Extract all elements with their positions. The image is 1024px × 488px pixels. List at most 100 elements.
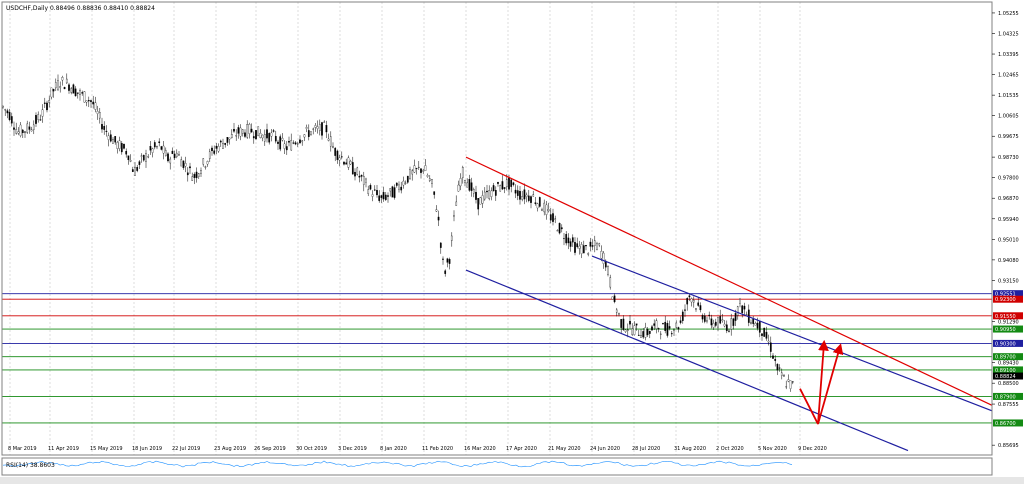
candle-body xyxy=(134,167,136,176)
candle-body xyxy=(173,153,176,159)
red-channel-line xyxy=(465,156,993,406)
candle-body xyxy=(48,100,51,103)
candle-body xyxy=(28,126,31,130)
candle-body xyxy=(442,258,444,260)
x-tick-label: 5 Nov 2020 xyxy=(758,446,787,452)
candle-body xyxy=(112,139,114,144)
candle-body xyxy=(547,209,550,212)
candle-body xyxy=(178,154,180,156)
candle-body xyxy=(167,153,169,162)
y-tick-label: 0.96870 xyxy=(998,196,1019,202)
candle-body xyxy=(589,241,592,247)
price-level-label: 0.89700 xyxy=(995,355,1016,361)
candle-body xyxy=(79,90,81,95)
candle-body xyxy=(83,91,86,103)
candle-body xyxy=(536,203,539,209)
candle-body xyxy=(158,141,161,144)
price-level-tag xyxy=(993,372,1023,380)
candle-body xyxy=(582,245,585,254)
candle-body xyxy=(754,322,757,326)
blue-channel-line xyxy=(591,255,993,412)
candle-body xyxy=(237,127,240,134)
candle-body xyxy=(587,252,590,255)
candle-body xyxy=(417,166,420,168)
candle-body xyxy=(741,305,744,314)
candle-body xyxy=(208,151,211,159)
candle-body xyxy=(783,375,785,377)
candle-body xyxy=(230,134,233,139)
tab-bar[interactable] xyxy=(0,477,1024,484)
candle-body xyxy=(508,177,510,190)
candle-body xyxy=(750,322,752,324)
candle-body xyxy=(389,188,392,192)
candle-body xyxy=(323,121,326,123)
candle-body xyxy=(105,130,108,132)
candle-body xyxy=(244,132,246,137)
candle-body xyxy=(453,215,455,217)
candle-body xyxy=(688,295,691,298)
candle-body xyxy=(224,142,227,145)
candle-body xyxy=(398,184,400,190)
candle-body xyxy=(382,192,385,200)
candle-body xyxy=(470,182,473,191)
blue-channel-line xyxy=(465,269,909,452)
candle-body xyxy=(433,191,436,195)
candle-body xyxy=(499,185,502,192)
candle-body xyxy=(116,142,119,149)
x-tick-label: 24 Jun 2020 xyxy=(590,446,620,452)
candle-body xyxy=(46,102,48,111)
candle-body xyxy=(68,84,70,91)
candle-body xyxy=(657,328,660,330)
candle-body xyxy=(761,333,763,336)
candle-body xyxy=(356,167,359,175)
candle-body xyxy=(6,110,9,114)
candle-body xyxy=(211,147,213,152)
candle-body xyxy=(257,126,260,137)
candle-body xyxy=(758,320,761,333)
candle-body xyxy=(615,309,618,313)
candle-body xyxy=(448,259,451,264)
candle-body xyxy=(365,178,367,183)
candle-body xyxy=(255,130,257,140)
candle-body xyxy=(65,78,68,84)
candle-body xyxy=(393,187,396,198)
candle-body xyxy=(620,319,623,328)
candle-body xyxy=(171,150,174,154)
candle-body xyxy=(259,132,262,138)
candle-body xyxy=(351,162,354,175)
candle-body xyxy=(780,372,783,376)
candle-body xyxy=(618,313,620,315)
x-tick-label: 21 May 2020 xyxy=(548,446,581,452)
candle-body xyxy=(149,146,152,151)
candle-body xyxy=(490,190,493,197)
candle-body xyxy=(301,140,304,143)
candle-body xyxy=(76,92,79,94)
candle-body xyxy=(712,323,715,328)
candle-body xyxy=(307,130,310,137)
candle-body xyxy=(435,209,438,212)
price-level-tag xyxy=(993,325,1023,333)
candle-body xyxy=(488,190,491,200)
candle-body xyxy=(503,187,506,189)
candle-body xyxy=(461,167,464,178)
candle-body xyxy=(294,142,297,145)
candle-body xyxy=(494,190,497,196)
candle-body xyxy=(197,173,200,177)
candle-body xyxy=(637,334,640,336)
x-axis: 8 Mar 2019 11 Apr 2019 15 May 2019 18 Jun 2… xyxy=(8,446,827,452)
y-tick-label: 0.91290 xyxy=(998,320,1019,326)
candle-body xyxy=(123,143,125,149)
candle-body xyxy=(17,131,20,134)
candle-body xyxy=(607,266,609,275)
candle-body xyxy=(299,139,301,144)
candle-body xyxy=(455,201,458,206)
candle-body xyxy=(673,329,675,331)
candle-body xyxy=(444,270,447,274)
candle-body xyxy=(424,165,427,171)
candle-body xyxy=(576,243,579,248)
candle-body xyxy=(191,176,194,181)
candle-body xyxy=(525,194,528,197)
y-tick-label: 1.01535 xyxy=(998,93,1019,99)
candle-body xyxy=(721,319,724,322)
